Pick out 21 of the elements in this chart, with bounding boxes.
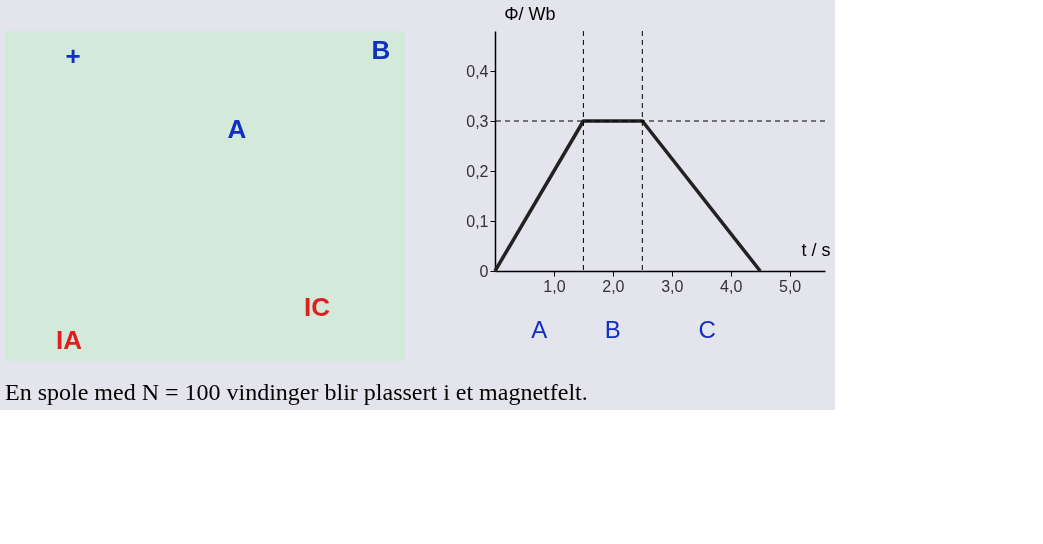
y-tick-label: 0,3 [466, 112, 489, 130]
x-tick-label: 5,0 [779, 277, 802, 295]
y-tick-label: 0,2 [466, 162, 489, 180]
text: En spole med N = 100 vindinger blir plassert i et magnetfelt. [5, 379, 588, 405]
x-tick-label: 1,0 [543, 277, 566, 295]
y-tick-label: 0 [479, 262, 489, 280]
text: + [65, 41, 81, 72]
x-tick-label: 2,0 [602, 277, 625, 295]
text: A [227, 114, 247, 144]
x-tick-label: 3,0 [661, 277, 684, 295]
text: B [604, 316, 621, 343]
text: C [698, 316, 716, 343]
text: IA [56, 325, 83, 356]
text: A [531, 316, 548, 343]
x-tick-label: 4,0 [720, 277, 743, 295]
x-axis-title: t / s [801, 239, 831, 260]
y-tick-label: 0,4 [466, 62, 489, 80]
text: B [371, 34, 391, 65]
text: IC [304, 292, 331, 323]
y-axis-title: Φ/ Wb [504, 3, 556, 24]
y-tick-label: 0,1 [466, 212, 489, 230]
